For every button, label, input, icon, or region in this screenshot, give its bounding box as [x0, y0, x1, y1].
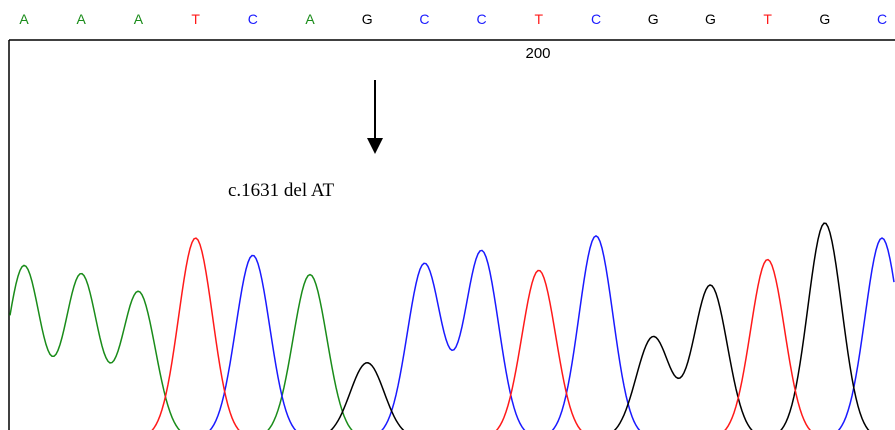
trace-T: [151, 237, 812, 430]
mutation-arrow-head: [367, 138, 383, 154]
base-call-4: T: [191, 11, 200, 27]
base-call-9: C: [477, 11, 487, 27]
trace-C: [209, 234, 895, 430]
base-call-5: C: [248, 11, 258, 27]
base-call-6: A: [305, 11, 315, 27]
base-call-8: C: [419, 11, 429, 27]
base-call-11: C: [591, 11, 601, 27]
base-call-14: T: [763, 11, 772, 27]
position-label-200: 200: [525, 45, 550, 62]
base-call-10: T: [535, 11, 544, 27]
base-call-3: A: [134, 11, 144, 27]
base-call-12: G: [648, 11, 659, 27]
base-call-13: G: [705, 11, 716, 27]
base-call-1: A: [19, 11, 29, 27]
trace-A: [9, 264, 353, 430]
trace-group: [9, 222, 895, 430]
base-call-2: A: [77, 11, 87, 27]
mutation-annotation-label: c.1631 del AT: [228, 180, 334, 201]
base-call-16: C: [877, 11, 887, 27]
trace-G: [330, 222, 870, 430]
base-call-7: G: [362, 11, 373, 27]
base-call-15: G: [819, 11, 830, 27]
